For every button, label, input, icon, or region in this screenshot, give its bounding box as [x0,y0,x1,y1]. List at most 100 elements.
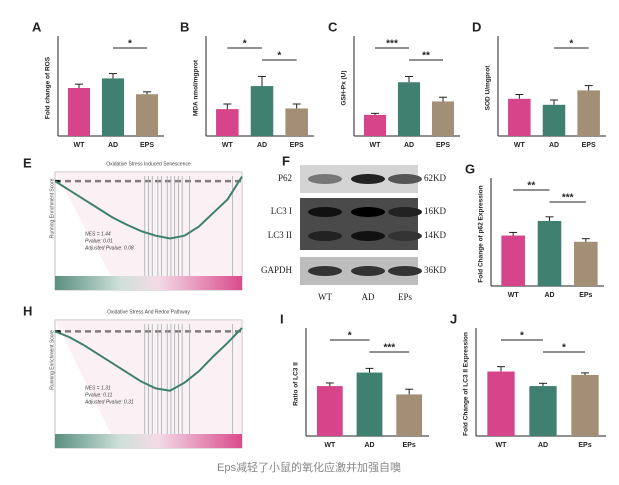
x-tick-label: AD [549,142,559,149]
y-axis-label: Fold Change of p62 Expression [478,185,485,282]
band-label: GAPDH [261,265,293,275]
significance-label: * [348,331,352,342]
size-label: 62KD [424,173,446,183]
x-tick-label: WT [370,142,382,149]
panel-letter: J [450,311,457,326]
panel-letter: H [23,303,32,318]
panel-letter: F [282,153,290,168]
x-tick-label: WT [496,442,508,449]
lane-label: AD [362,292,375,302]
bar [135,94,159,136]
x-tick-label: WT [514,142,526,149]
y-axis-label: Running Enrichment Score [49,178,55,238]
x-tick-label: AD [257,142,267,149]
fade-area [55,320,242,434]
blot-band [388,174,422,184]
x-tick-label: EPS [582,142,596,149]
significance-label: * [243,39,247,50]
blot-band [351,174,385,184]
panel-letter: C [328,19,338,34]
significance-label: * [277,51,281,62]
significance-label: * [520,331,524,342]
panel-letter: G [465,161,475,176]
gsea-title: Oxidative Stress Induced Senescence [106,161,191,167]
significance-label: * [562,343,566,354]
panel-letter: B [180,19,189,34]
gsea-title: Oxidative Stress And Redox Pathway [107,309,190,315]
size-label: 14KD [424,230,446,240]
x-tick-label: AD [404,142,414,149]
panel-letter: E [23,155,32,170]
y-axis-label: Ratio of LC3 II [293,362,300,406]
bar [397,82,421,136]
lane-label: EPs [398,292,413,302]
blot-band [308,207,342,217]
x-tick-label: WT [324,442,336,449]
bar [508,98,531,136]
x-tick-label: WT [222,142,234,149]
bar [101,78,125,136]
blot-band [351,266,385,276]
bar [571,374,599,436]
y-axis-label: GSH-Px (U) [341,70,348,105]
enrichment-curve [54,327,243,392]
gsea-stat: Pvalue: 0.01 [85,239,113,245]
panel-letter: A [32,19,42,34]
x-tick-label: WT [74,142,86,149]
x-tick-label: AD [364,442,374,449]
bar [577,90,600,136]
gsea-stat: NES = 1.44 [85,232,111,238]
fade-area [55,172,242,276]
enrichment-curve [54,176,243,240]
y-axis-label: SOD U/mgprot [485,65,492,111]
band-label: LC3 I [271,206,292,216]
bar [216,109,239,136]
bar [285,108,308,136]
gsea-stat: NES = 1.31 [85,386,111,392]
caption: Eps减轻了小鼠的氧化应激并加强自噢 [217,460,401,474]
x-tick-label: AD [538,442,548,449]
lane-label: WT [318,292,332,302]
bar [356,372,383,436]
panel-letter: I [280,311,284,326]
blot-band [388,231,422,241]
significance-label: *** [386,39,398,50]
blot-band [351,207,385,217]
blot-lc3 [300,198,418,250]
x-tick-label: EPS [140,142,154,149]
bar [574,241,598,286]
bar [316,386,343,436]
gsea-stat: Pvalue: 0.11 [85,393,113,399]
blot-band [388,266,422,276]
x-tick-label: EPS [436,142,450,149]
y-axis-label: Fold Change of LC3 II Expression [463,332,470,436]
band-label: P62 [278,173,292,183]
x-tick-label: EPs [403,442,416,449]
significance-label: ** [527,181,535,192]
blot-band [351,231,385,241]
bar [431,101,455,136]
bar [537,221,562,286]
blot-band [308,174,342,184]
bar [363,114,387,136]
bar [250,86,274,136]
x-tick-label: AD [108,142,118,149]
bar [529,386,557,436]
y-axis-label: Fold change of ROS [45,56,52,119]
significance-label: *** [562,193,574,204]
x-tick-label: EPS [290,142,304,149]
y-axis-label: MDA nmol/mgprot [193,59,200,116]
blot-band [388,207,422,217]
significance-label: ** [422,51,430,62]
size-label: 16KD [424,206,446,216]
x-tick-label: EPs [579,292,592,299]
significance-label: * [569,39,573,50]
panel-letter: D [472,19,481,34]
rank-strip [55,434,242,448]
bar [501,235,525,286]
significance-label: * [128,39,132,50]
gsea-stat: Adjusted Pvalue: 0.31 [84,400,134,406]
blot-band [308,231,342,241]
blot-band [308,266,342,276]
